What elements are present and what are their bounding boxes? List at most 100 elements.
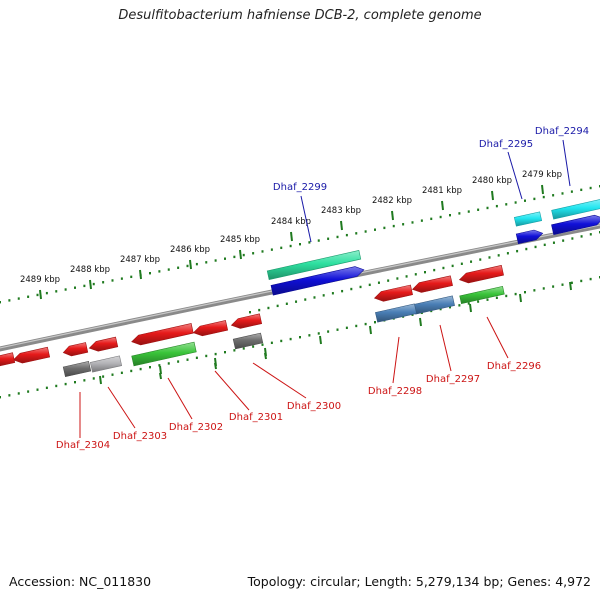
top-rail-dot (580, 188, 583, 192)
minor-tick (159, 365, 162, 375)
top-rail-dot (111, 279, 114, 282)
inner-rail-dot (414, 273, 417, 276)
top-rail-dot (252, 252, 255, 255)
gene-feature-partial-a (12, 346, 51, 364)
top-rail-dot (542, 195, 545, 199)
inner-rail-dot (285, 302, 288, 305)
major-tick (290, 231, 293, 242)
top-rail-dot (392, 224, 395, 228)
top-rail-dot (205, 261, 208, 264)
leader-line (439, 324, 452, 372)
inner-rail-dot (341, 289, 344, 293)
top-rail-dot (195, 262, 198, 266)
bottom-rail-dot (299, 336, 301, 339)
gene-feature-dhaf-2297 (411, 275, 453, 293)
top-rail-dot (130, 275, 133, 279)
scale-label: 2486 kbp (170, 245, 210, 255)
scale-labels: 2489 kbp 2488 kbp 2487 kbp 2486 kbp 2485 kbp… (20, 170, 562, 285)
top-rail-dot (158, 270, 161, 273)
bottom-rail-dot (542, 287, 545, 290)
top-rail-dot (345, 233, 348, 237)
inner-rail-dot (479, 258, 482, 261)
bottom-rail-dot (589, 277, 592, 281)
top-rail-dot (102, 281, 105, 284)
bottom-rail-dot (280, 339, 283, 343)
bottom-rail-dot (177, 360, 180, 363)
inner-rail-dot (580, 235, 583, 238)
bottom-rail-dot (449, 306, 451, 309)
inner-rail-dot (313, 296, 316, 299)
minor-tick (369, 325, 372, 335)
inner-rail-dot (322, 294, 325, 297)
bottom-rail-dot (186, 358, 189, 361)
minor-tick (99, 375, 102, 385)
bottom-rail-dot (102, 375, 105, 378)
major-tick (541, 184, 544, 195)
minor-tick (319, 335, 322, 345)
bottom-rail-dot (120, 371, 123, 375)
gene-feature-dhaf-2301 (192, 320, 229, 337)
top-rail-dot (552, 194, 555, 197)
bottom-rail-dot (139, 367, 142, 371)
inner-rail-dot (249, 311, 251, 314)
inner-rail-dot (331, 292, 334, 295)
top-rail-dot (270, 248, 273, 251)
top-rail-dot (149, 272, 151, 275)
major-tick (139, 269, 142, 280)
top-rail-dot (524, 199, 526, 202)
top-rail-dot (233, 255, 236, 259)
inner-rail-dot (506, 252, 509, 255)
top-rail-dot (430, 217, 433, 221)
leader-line (486, 316, 509, 359)
map-title: Desulfitobacterium hafniense DCB-2, comp… (118, 8, 482, 23)
inner-rail-dot (470, 260, 473, 263)
gene-feature-partial-b (0, 352, 16, 367)
top-rail-dot (374, 228, 376, 231)
inner-rail-dot (276, 304, 279, 308)
bottom-rail-dot (242, 347, 245, 350)
bottom-rail-dot (524, 291, 526, 294)
top-rail-dot (92, 282, 95, 286)
top-rail-dot (64, 288, 67, 291)
bottom-rail-dot (477, 300, 480, 303)
leader-line (507, 151, 523, 200)
scale-label: 2487 kbp (120, 255, 160, 265)
bottom-rail-dot (224, 351, 226, 354)
inner-rail-dot (571, 237, 574, 240)
scale-label: 2481 kbp (422, 186, 462, 196)
top-rail-dot (308, 241, 311, 244)
major-tick (340, 220, 343, 231)
top-rail-dot (17, 297, 20, 300)
top-rail-dot (486, 206, 489, 210)
top-rail-dot (411, 221, 414, 224)
inner-rail-dot (516, 249, 519, 253)
major-tick (239, 249, 242, 260)
bottom-rail-dot (345, 326, 348, 330)
bottom-rail-dot (167, 362, 170, 365)
gene-label: Dhaf_2302 (169, 422, 223, 433)
gene-feature-dhaf-2300-lower (232, 332, 264, 350)
minor-tick (469, 303, 472, 313)
top-rail-dot (74, 286, 76, 289)
bottom-rail-dot (355, 324, 358, 328)
major-tick (89, 279, 92, 290)
top-rail-dot (120, 277, 123, 280)
top-rail-dot (327, 237, 330, 240)
major-tick (491, 190, 494, 201)
inner-rail-dot (295, 300, 298, 303)
bottom-rail-dot (17, 392, 20, 395)
bottom-rail-dot (252, 345, 255, 348)
gene-feature-dhaf-2298 (373, 284, 413, 302)
top-rail-dot (336, 235, 339, 239)
gene-label: Dhaf_2299 (273, 182, 327, 193)
top-rail-dot (561, 192, 564, 195)
top-rail-dot (186, 264, 189, 268)
top-rail-dot (458, 212, 461, 215)
bottom-rail-dot (149, 366, 151, 369)
inner-rail-dot (267, 306, 270, 310)
leader-line (392, 336, 400, 384)
inner-rail-dot (304, 298, 307, 301)
bottom-rail-dot (111, 373, 114, 376)
gene-feature-dhaf-2294 (551, 214, 600, 235)
